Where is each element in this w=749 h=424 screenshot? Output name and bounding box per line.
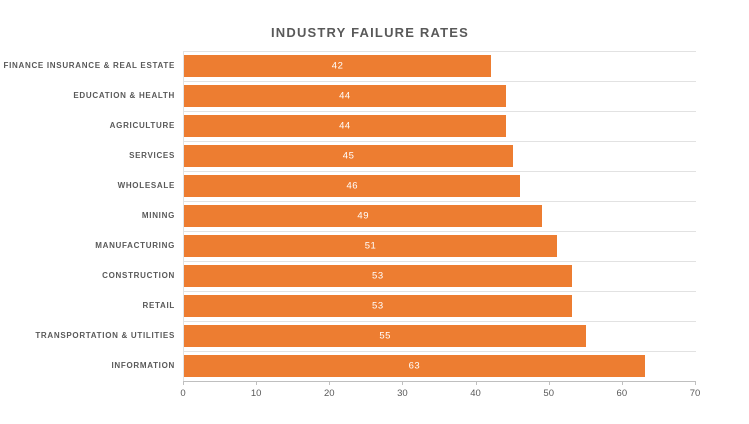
bar: 45 bbox=[184, 145, 514, 167]
x-axis: 0 10 20 30 40 50 60 70 bbox=[180, 381, 700, 411]
bar: 46 bbox=[184, 175, 521, 197]
gridline bbox=[184, 141, 696, 142]
bar-value-label: 55 bbox=[379, 330, 391, 342]
category-label: CONSTRUCTION bbox=[102, 271, 175, 280]
bar-value-label: 44 bbox=[339, 90, 351, 102]
gridline bbox=[184, 261, 696, 262]
bar: 49 bbox=[184, 205, 543, 227]
gridline bbox=[184, 321, 696, 322]
x-axis-tick-mark bbox=[329, 381, 331, 385]
gridline bbox=[184, 351, 696, 352]
bar-value-label: 51 bbox=[364, 240, 377, 252]
bar-value-label: 53 bbox=[372, 270, 384, 282]
bar: 53 bbox=[184, 295, 572, 317]
x-axis-tick-label: 10 bbox=[250, 388, 262, 399]
category-label: MANUFACTURING bbox=[95, 241, 175, 250]
category-label: MINING bbox=[141, 211, 175, 220]
bar-value-label: 46 bbox=[346, 180, 359, 192]
x-axis-line bbox=[183, 381, 696, 382]
bar: 51 bbox=[184, 235, 558, 257]
bar: 55 bbox=[184, 325, 587, 347]
bar: 42 bbox=[184, 55, 492, 77]
x-axis-tick-mark bbox=[621, 381, 623, 385]
bar: 53 bbox=[184, 265, 572, 287]
gridline bbox=[184, 231, 696, 232]
gridline bbox=[184, 81, 696, 82]
category-label: AGRICULTURE bbox=[109, 121, 175, 130]
bar-value-label: 42 bbox=[331, 60, 344, 72]
category-label: FINANCE INSURANCE & REAL ESTATE bbox=[3, 61, 175, 70]
category-label: INFORMATION bbox=[111, 361, 175, 370]
bar-value-label: 44 bbox=[339, 120, 351, 132]
category-label: TRANSPORTATION & UTILITIES bbox=[35, 331, 175, 340]
category-label: WHOLESALE bbox=[117, 181, 175, 190]
bar-value-label: 63 bbox=[408, 360, 421, 372]
chart-title: INDUSTRY FAILURE RATES bbox=[270, 25, 470, 40]
x-axis-tick-label: 20 bbox=[323, 388, 335, 399]
x-axis-tick-mark bbox=[256, 381, 258, 385]
bar-value-label: 53 bbox=[372, 300, 384, 312]
x-axis-tick-mark bbox=[475, 381, 477, 385]
bar: 44 bbox=[184, 115, 506, 137]
bar: 44 bbox=[184, 85, 506, 107]
gridline bbox=[184, 291, 696, 292]
bar: 63 bbox=[184, 355, 645, 377]
category-label: EDUCATION & HEALTH bbox=[73, 91, 175, 100]
x-axis-tick-mark bbox=[695, 381, 696, 385]
gridline bbox=[184, 51, 696, 52]
gridline bbox=[184, 171, 696, 172]
x-axis-tick-label: 70 bbox=[689, 388, 701, 399]
gridline bbox=[184, 111, 696, 112]
x-axis-tick-label: 60 bbox=[616, 388, 628, 399]
gridline bbox=[184, 201, 696, 202]
plot-area: 42 44 44 45 46 49 51 53 53 55 63 bbox=[183, 51, 696, 381]
x-axis-tick-mark bbox=[402, 381, 404, 385]
category-label: RETAIL bbox=[142, 301, 175, 310]
x-axis-tick-mark bbox=[548, 381, 550, 385]
x-axis-tick-label: 0 bbox=[180, 388, 186, 399]
x-axis-tick-label: 30 bbox=[397, 388, 408, 399]
x-axis-tick-label: 40 bbox=[470, 388, 481, 399]
bar-value-label: 49 bbox=[357, 210, 369, 222]
category-label: SERVICES bbox=[129, 151, 175, 160]
x-axis-tick-label: 50 bbox=[543, 388, 554, 399]
bar-value-label: 45 bbox=[342, 150, 355, 162]
x-axis-tick-mark bbox=[183, 381, 184, 385]
